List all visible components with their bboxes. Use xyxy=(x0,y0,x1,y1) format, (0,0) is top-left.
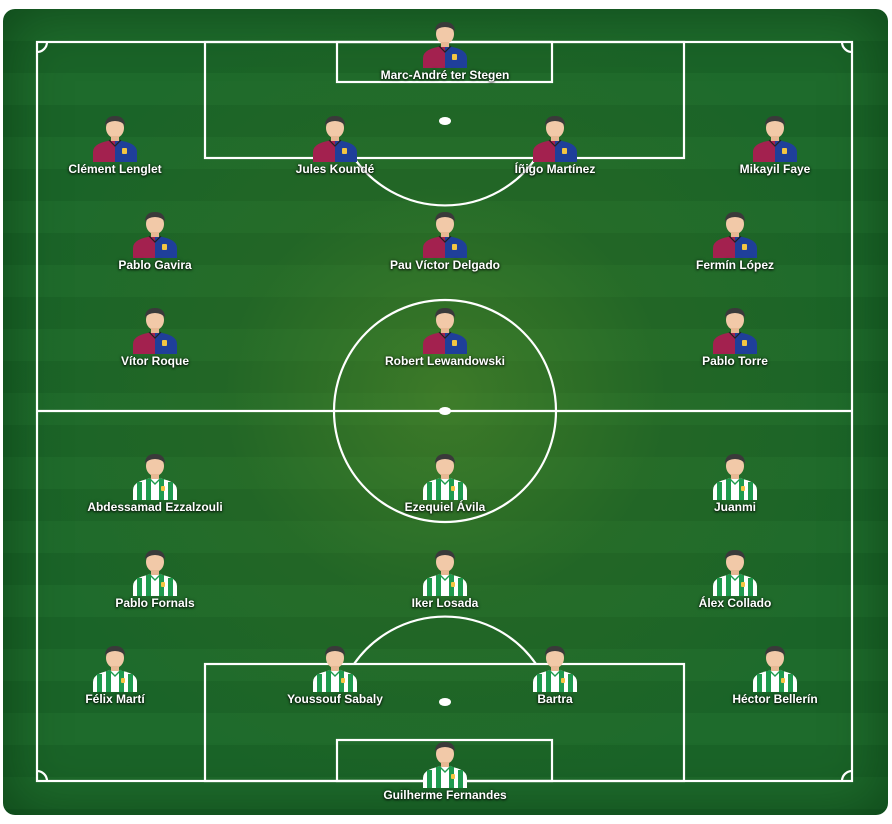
barca-player-icon xyxy=(749,112,801,162)
barca-player-icon xyxy=(309,112,361,162)
player-name: Mikayil Faye xyxy=(739,162,811,176)
player-marker[interactable]: Marc-André ter Stegen xyxy=(355,18,535,82)
barca-player-icon xyxy=(89,112,141,162)
betis-player-icon xyxy=(89,642,141,692)
player-marker[interactable]: Héctor Bellerín xyxy=(685,642,865,706)
player-name: Pablo Fornals xyxy=(115,596,195,610)
player-marker[interactable]: Íñigo Martínez xyxy=(465,112,645,176)
player-marker[interactable]: Félix Martí xyxy=(25,642,205,706)
betis-player-icon xyxy=(419,450,471,500)
center-spot xyxy=(439,407,451,415)
player-name: Juanmi xyxy=(713,500,756,514)
corner-arc-bottom-right xyxy=(840,769,853,782)
barca-player-icon xyxy=(129,304,181,354)
corner-arc-top-left xyxy=(36,41,49,54)
player-marker[interactable]: Pau Víctor Delgado xyxy=(355,208,535,272)
player-marker[interactable]: Abdessamad Ezzalzouli xyxy=(65,450,245,514)
player-name: Iker Losada xyxy=(411,596,479,610)
player-marker[interactable]: Pablo Gavira xyxy=(65,208,245,272)
player-name: Marc-André ter Stegen xyxy=(380,68,510,82)
betis-player-icon xyxy=(129,450,181,500)
player-name: Bartra xyxy=(537,692,573,706)
player-name: Álex Collado xyxy=(698,596,772,610)
player-name: Youssouf Sabaly xyxy=(287,692,383,706)
barca-player-icon xyxy=(129,208,181,258)
barca-player-icon xyxy=(709,304,761,354)
player-marker[interactable]: Clément Lenglet xyxy=(25,112,205,176)
player-marker[interactable]: Iker Losada xyxy=(355,546,535,610)
player-name: Félix Martí xyxy=(85,692,145,706)
barca-player-icon xyxy=(529,112,581,162)
player-name: Abdessamad Ezzalzouli xyxy=(87,500,223,514)
bottom-penalty-arc xyxy=(353,615,537,665)
barca-player-icon xyxy=(419,304,471,354)
player-marker[interactable]: Vítor Roque xyxy=(65,304,245,368)
player-name: Ezequiel Ávila xyxy=(404,500,486,514)
player-marker[interactable]: Youssouf Sabaly xyxy=(245,642,425,706)
player-name: Íñigo Martínez xyxy=(514,162,596,176)
player-name: Guilherme Fernandes xyxy=(383,788,507,802)
player-marker[interactable]: Ezequiel Ávila xyxy=(355,450,535,514)
player-marker[interactable]: Jules Koundé xyxy=(245,112,425,176)
bottom-penalty-spot xyxy=(439,698,451,706)
player-marker[interactable]: Guilherme Fernandes xyxy=(355,738,535,802)
top-penalty-arc xyxy=(353,157,537,207)
betis-player-icon xyxy=(709,450,761,500)
player-marker[interactable]: Juanmi xyxy=(645,450,825,514)
player-marker[interactable]: Pablo Torre xyxy=(645,304,825,368)
player-marker[interactable]: Fermín López xyxy=(645,208,825,272)
betis-player-icon xyxy=(419,738,471,788)
betis-player-icon xyxy=(749,642,801,692)
top-penalty-spot xyxy=(439,117,451,125)
betis-player-icon xyxy=(529,642,581,692)
player-name: Jules Koundé xyxy=(295,162,375,176)
player-name: Clément Lenglet xyxy=(68,162,162,176)
player-marker[interactable]: Bartra xyxy=(465,642,645,706)
player-name: Robert Lewandowski xyxy=(384,354,506,368)
player-marker[interactable]: Pablo Fornals xyxy=(65,546,245,610)
player-name: Fermín López xyxy=(695,258,774,272)
barca-player-icon xyxy=(419,208,471,258)
corner-arc-top-right xyxy=(840,41,853,54)
player-marker[interactable]: Robert Lewandowski xyxy=(355,304,535,368)
betis-player-icon xyxy=(419,546,471,596)
corner-arc-bottom-left xyxy=(36,769,49,782)
player-name: Vítor Roque xyxy=(121,354,189,368)
barca-player-icon xyxy=(709,208,761,258)
betis-player-icon xyxy=(309,642,361,692)
player-marker[interactable]: Mikayil Faye xyxy=(685,112,865,176)
center-circle xyxy=(332,298,558,524)
player-name: Pablo Torre xyxy=(702,354,768,368)
player-name: Héctor Bellerín xyxy=(732,692,818,706)
player-name: Pablo Gavira xyxy=(118,258,192,272)
betis-player-icon xyxy=(709,546,761,596)
player-name: Pau Víctor Delgado xyxy=(389,258,501,272)
betis-player-icon xyxy=(129,546,181,596)
barca-player-icon xyxy=(419,18,471,68)
player-marker[interactable]: Álex Collado xyxy=(645,546,825,610)
